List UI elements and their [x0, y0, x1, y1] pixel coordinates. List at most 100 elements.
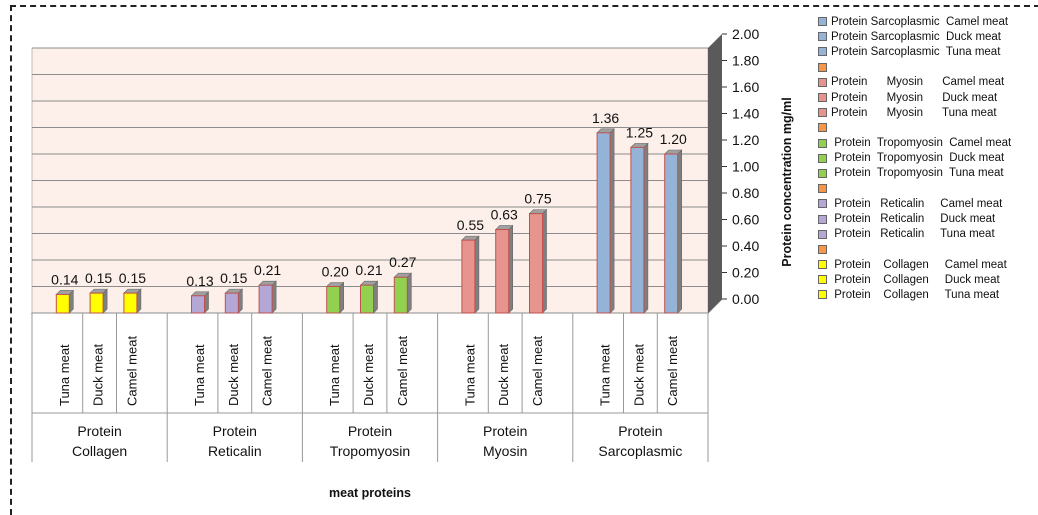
legend-item: Protein Collagen Duck meat — [818, 272, 1036, 287]
bar-category-label: Camel meat — [530, 336, 545, 406]
bar-category-label: Duck meat — [496, 343, 511, 406]
legend-swatch — [818, 214, 827, 224]
legend-item — [818, 181, 1036, 196]
legend-item: Protein Reticalin Camel meat — [818, 196, 1036, 211]
bar-value-label: 0.15 — [220, 270, 247, 286]
bar-value-label: 0.15 — [85, 270, 112, 286]
y-tick-label: 0.40 — [732, 238, 759, 254]
bar — [55, 293, 70, 314]
legend-label: Protein Reticalin Duck meat — [831, 213, 996, 226]
figure-frame — [10, 5, 1038, 515]
bar — [258, 284, 273, 314]
legend-swatch — [818, 275, 827, 285]
legend-swatch — [818, 123, 827, 133]
legend-label: Protein Sarcoplasmic Duck meat — [831, 30, 1002, 43]
legend-swatch — [818, 108, 827, 118]
legend-item: Protein Reticalin Duck meat — [818, 211, 1036, 226]
legend-label: Protein Reticalin Tuna meat — [831, 228, 995, 241]
legend-swatch — [818, 32, 827, 42]
bar-category-label: Tuna meat — [57, 344, 72, 406]
bar-category-label: Tuna meat — [462, 344, 477, 406]
y-axis-title: Protein concentration mg/ml — [780, 97, 794, 266]
legend-swatch — [818, 62, 827, 72]
legend-label: Protein Myosin Camel meat — [831, 76, 1005, 89]
legend-label: Protein Tropomyosin Camel meat — [831, 137, 1012, 150]
legend-item: Protein Tropomyosin Tuna meat — [818, 166, 1036, 181]
legend-swatch — [818, 290, 827, 300]
legend-item: Protein Myosin Camel meat — [818, 75, 1036, 90]
bar — [495, 229, 510, 314]
y-tick-label: 0.80 — [732, 185, 759, 201]
legend-swatch — [818, 153, 827, 163]
bar-side — [339, 281, 345, 314]
bar-value-label: 0.20 — [322, 264, 349, 280]
legend-item — [818, 60, 1036, 75]
bar — [360, 284, 374, 314]
bar-value-label: 0.14 — [51, 271, 78, 287]
legend-swatch — [818, 168, 827, 178]
legend-swatch — [818, 47, 827, 57]
bar — [191, 295, 205, 314]
group-label-line2: Tropomyosin — [330, 443, 410, 459]
legend-swatch — [818, 138, 827, 148]
legend-item: Protein Myosin Tuna meat — [818, 105, 1036, 120]
y-tick-label: 2.00 — [732, 26, 759, 42]
group-label-line2: Myosin — [483, 443, 527, 459]
bar — [123, 292, 138, 314]
legend-item: Protein Sarcoplasmic Camel meat — [818, 14, 1036, 29]
bar-category-label: Camel meat — [260, 336, 275, 406]
legend-label: Protein Sarcoplasmic Tuna meat — [831, 45, 1001, 58]
legend-item: Protein Sarcoplasmic Duck meat — [818, 29, 1036, 44]
y-tick-label: 0.20 — [732, 265, 759, 281]
legend-swatch — [818, 184, 827, 194]
bar-category-label: Camel meat — [124, 336, 139, 406]
bar-side — [474, 235, 480, 314]
bar-category-label: Tuna meat — [598, 344, 613, 406]
legend-item — [818, 242, 1036, 257]
bar-value-label: 0.55 — [457, 217, 484, 233]
group-label-line2: Reticalin — [208, 443, 262, 459]
side-wall — [708, 34, 722, 313]
bar — [529, 213, 543, 314]
bar-category-label: Tuna meat — [327, 344, 342, 406]
bar-category-label: Tuna meat — [192, 344, 207, 406]
group-label-line2: Collagen — [72, 443, 127, 459]
legend-label: Protein Myosin Tuna meat — [831, 106, 997, 119]
legend-label: Protein Collagen Tuna meat — [831, 288, 1000, 301]
group-label-line1: Protein — [213, 423, 257, 439]
y-tick-label: 0.60 — [732, 212, 759, 228]
legend-label: Protein Tropomyosin Tuna meat — [831, 167, 1004, 180]
group-label-line1: Protein — [348, 423, 392, 439]
legend-item: Protein Tropomyosin Duck meat — [818, 151, 1036, 166]
bar-category-label: Duck meat — [226, 343, 241, 406]
bar — [664, 153, 679, 314]
bar-category-label: Duck meat — [91, 343, 106, 406]
bar-value-label: 1.25 — [626, 124, 653, 140]
bar — [224, 292, 239, 314]
bar-side — [271, 280, 277, 314]
y-tick-label: 1.80 — [732, 53, 759, 69]
bar — [89, 292, 104, 314]
bar-category-label: Duck meat — [631, 343, 646, 406]
legend-swatch — [818, 244, 827, 254]
group-label-line1: Protein — [483, 423, 527, 439]
legend-swatch — [818, 93, 827, 103]
bar-value-label: 0.63 — [491, 207, 518, 223]
bar — [393, 276, 408, 314]
bar-value-label: 0.27 — [389, 254, 416, 270]
bar — [596, 132, 611, 314]
y-tick-label: 1.00 — [732, 159, 759, 175]
y-tick-label: 0.00 — [732, 291, 759, 307]
legend-label: Protein Tropomyosin Duck meat — [831, 152, 1005, 165]
bar-value-label: 0.21 — [355, 262, 382, 278]
legend-item: Protein Collagen Camel meat — [818, 257, 1036, 272]
chart-legend: Protein Sarcoplasmic Camel meat Protein S… — [818, 14, 1036, 303]
bar-value-label: 0.13 — [186, 273, 213, 289]
bar — [630, 146, 645, 314]
bar — [326, 286, 341, 314]
y-tick-label: 1.20 — [732, 132, 759, 148]
group-label-line1: Protein — [618, 423, 662, 439]
bar-side — [643, 142, 649, 314]
legend-swatch — [818, 260, 827, 270]
